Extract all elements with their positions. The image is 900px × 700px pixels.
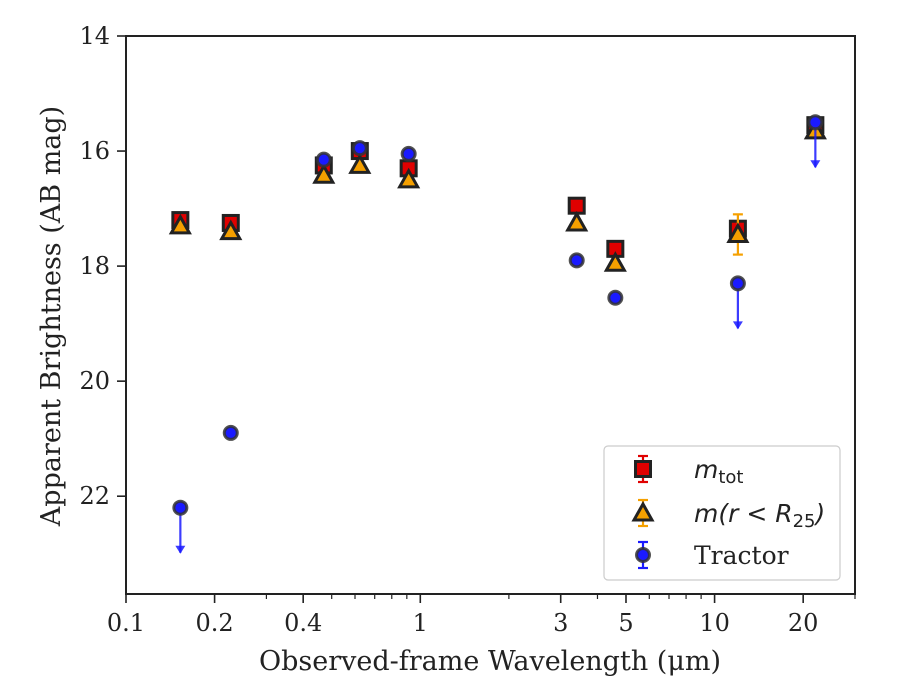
x-tick-label: 5 [618,609,633,637]
series-square [171,116,825,258]
legend-label: mtot [694,455,744,488]
legend: mtot m(r < R25) Tractor [603,445,841,581]
mr25-marker [168,213,192,235]
mr25-marker [219,219,243,241]
mr25-marker [603,251,627,272]
y-tick-label: 20 [79,367,110,395]
tractor-marker [315,151,332,168]
mr25-marker [312,163,336,184]
legend-entries: mtot m(r < R25) Tractor [631,454,825,570]
series-triangle [168,118,827,272]
legend-tractor-marker [635,547,651,563]
tractor-marker [400,145,417,162]
y-tick-label: 14 [79,22,110,50]
legend-label: Tractor [694,541,789,570]
x-tick-label: 1 [413,609,428,637]
upper-limit-arrowhead [810,160,821,169]
legend-label: m(r < R25) [694,499,825,532]
y-tick-label: 16 [79,137,110,165]
mr25-marker [565,210,589,232]
mr25-marker [348,153,372,174]
legend-mr25-marker [631,500,655,522]
legend-mtot-marker [634,460,652,478]
x-tick-label: 3 [553,609,568,637]
x-tick-label: 10 [699,609,730,637]
data-marks [168,114,827,554]
axis-labels: 0.1 0.2 0.4 1 3 5 10 20 14 16 18 20 22 [79,22,818,637]
x-tick-label: 0.2 [196,609,234,637]
plot-frame [125,35,856,595]
upper-limit-arrowhead [732,321,743,330]
tractor-marker [172,499,189,516]
legend-box [603,445,841,581]
tractor-marker [729,275,746,292]
mr25-marker [397,167,421,189]
tractor-marker [807,114,824,131]
tractor-marker [351,140,368,157]
y-tick-label: 18 [79,252,110,280]
mr25-marker [726,222,750,243]
tractor-marker [222,424,239,441]
y-axis-label: Apparent Brightness (AB mag) [36,106,67,527]
tractor-marker [568,252,585,269]
x-tick-label: 0.1 [107,609,145,637]
x-tick-label: 0.4 [284,609,322,637]
x-axis-label: Observed-frame Wavelength (μm) [259,646,721,677]
y-tick-label: 22 [79,482,110,510]
series-circle [172,114,824,554]
upper-limit-arrowhead [175,545,186,554]
tractor-marker [607,289,624,306]
x-tick-label: 20 [788,609,819,637]
